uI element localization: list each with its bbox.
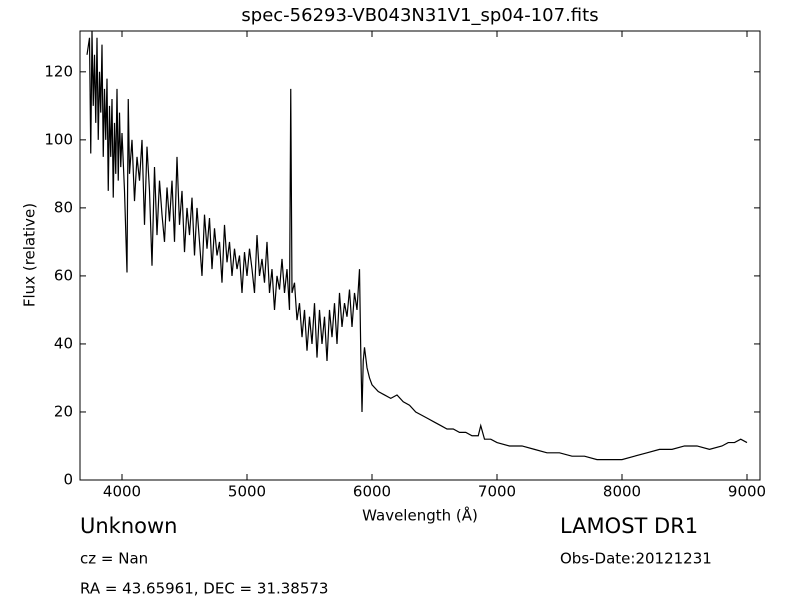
x-tick-label: 4000 (103, 483, 141, 501)
coordinates: RA = 43.65961, DEC = 31.38573 (80, 580, 328, 598)
redshift: cz = Nan (80, 550, 148, 568)
y-tick-label: 120 (44, 62, 73, 80)
x-tick-label: 6000 (353, 483, 391, 501)
x-tick-label: 8000 (603, 483, 641, 501)
x-tick-label: 5000 (228, 483, 266, 501)
plot-frame (79, 30, 761, 481)
x-tick-label: 9000 (728, 483, 766, 501)
y-tick-label: 40 (54, 334, 73, 352)
obs-date: Obs-Date:20121231 (560, 550, 712, 568)
spectrum-line (86, 31, 748, 461)
survey: LAMOST DR1 (560, 514, 698, 538)
y-tick-label: 60 (54, 266, 73, 284)
y-tick-label: 20 (54, 402, 73, 420)
y-tick-label: 0 (63, 471, 73, 489)
y-tick-label: 100 (44, 130, 73, 148)
y-tick-label: 80 (54, 198, 73, 216)
x-axis-label: Wavelength (Å) (362, 506, 478, 525)
x-tick-label: 7000 (478, 483, 516, 501)
y-axis-label: Flux (relative) (21, 203, 39, 307)
chart-title: spec-56293-VB043N31V1_sp04-107.fits (241, 5, 598, 26)
object-class: Unknown (80, 514, 177, 538)
